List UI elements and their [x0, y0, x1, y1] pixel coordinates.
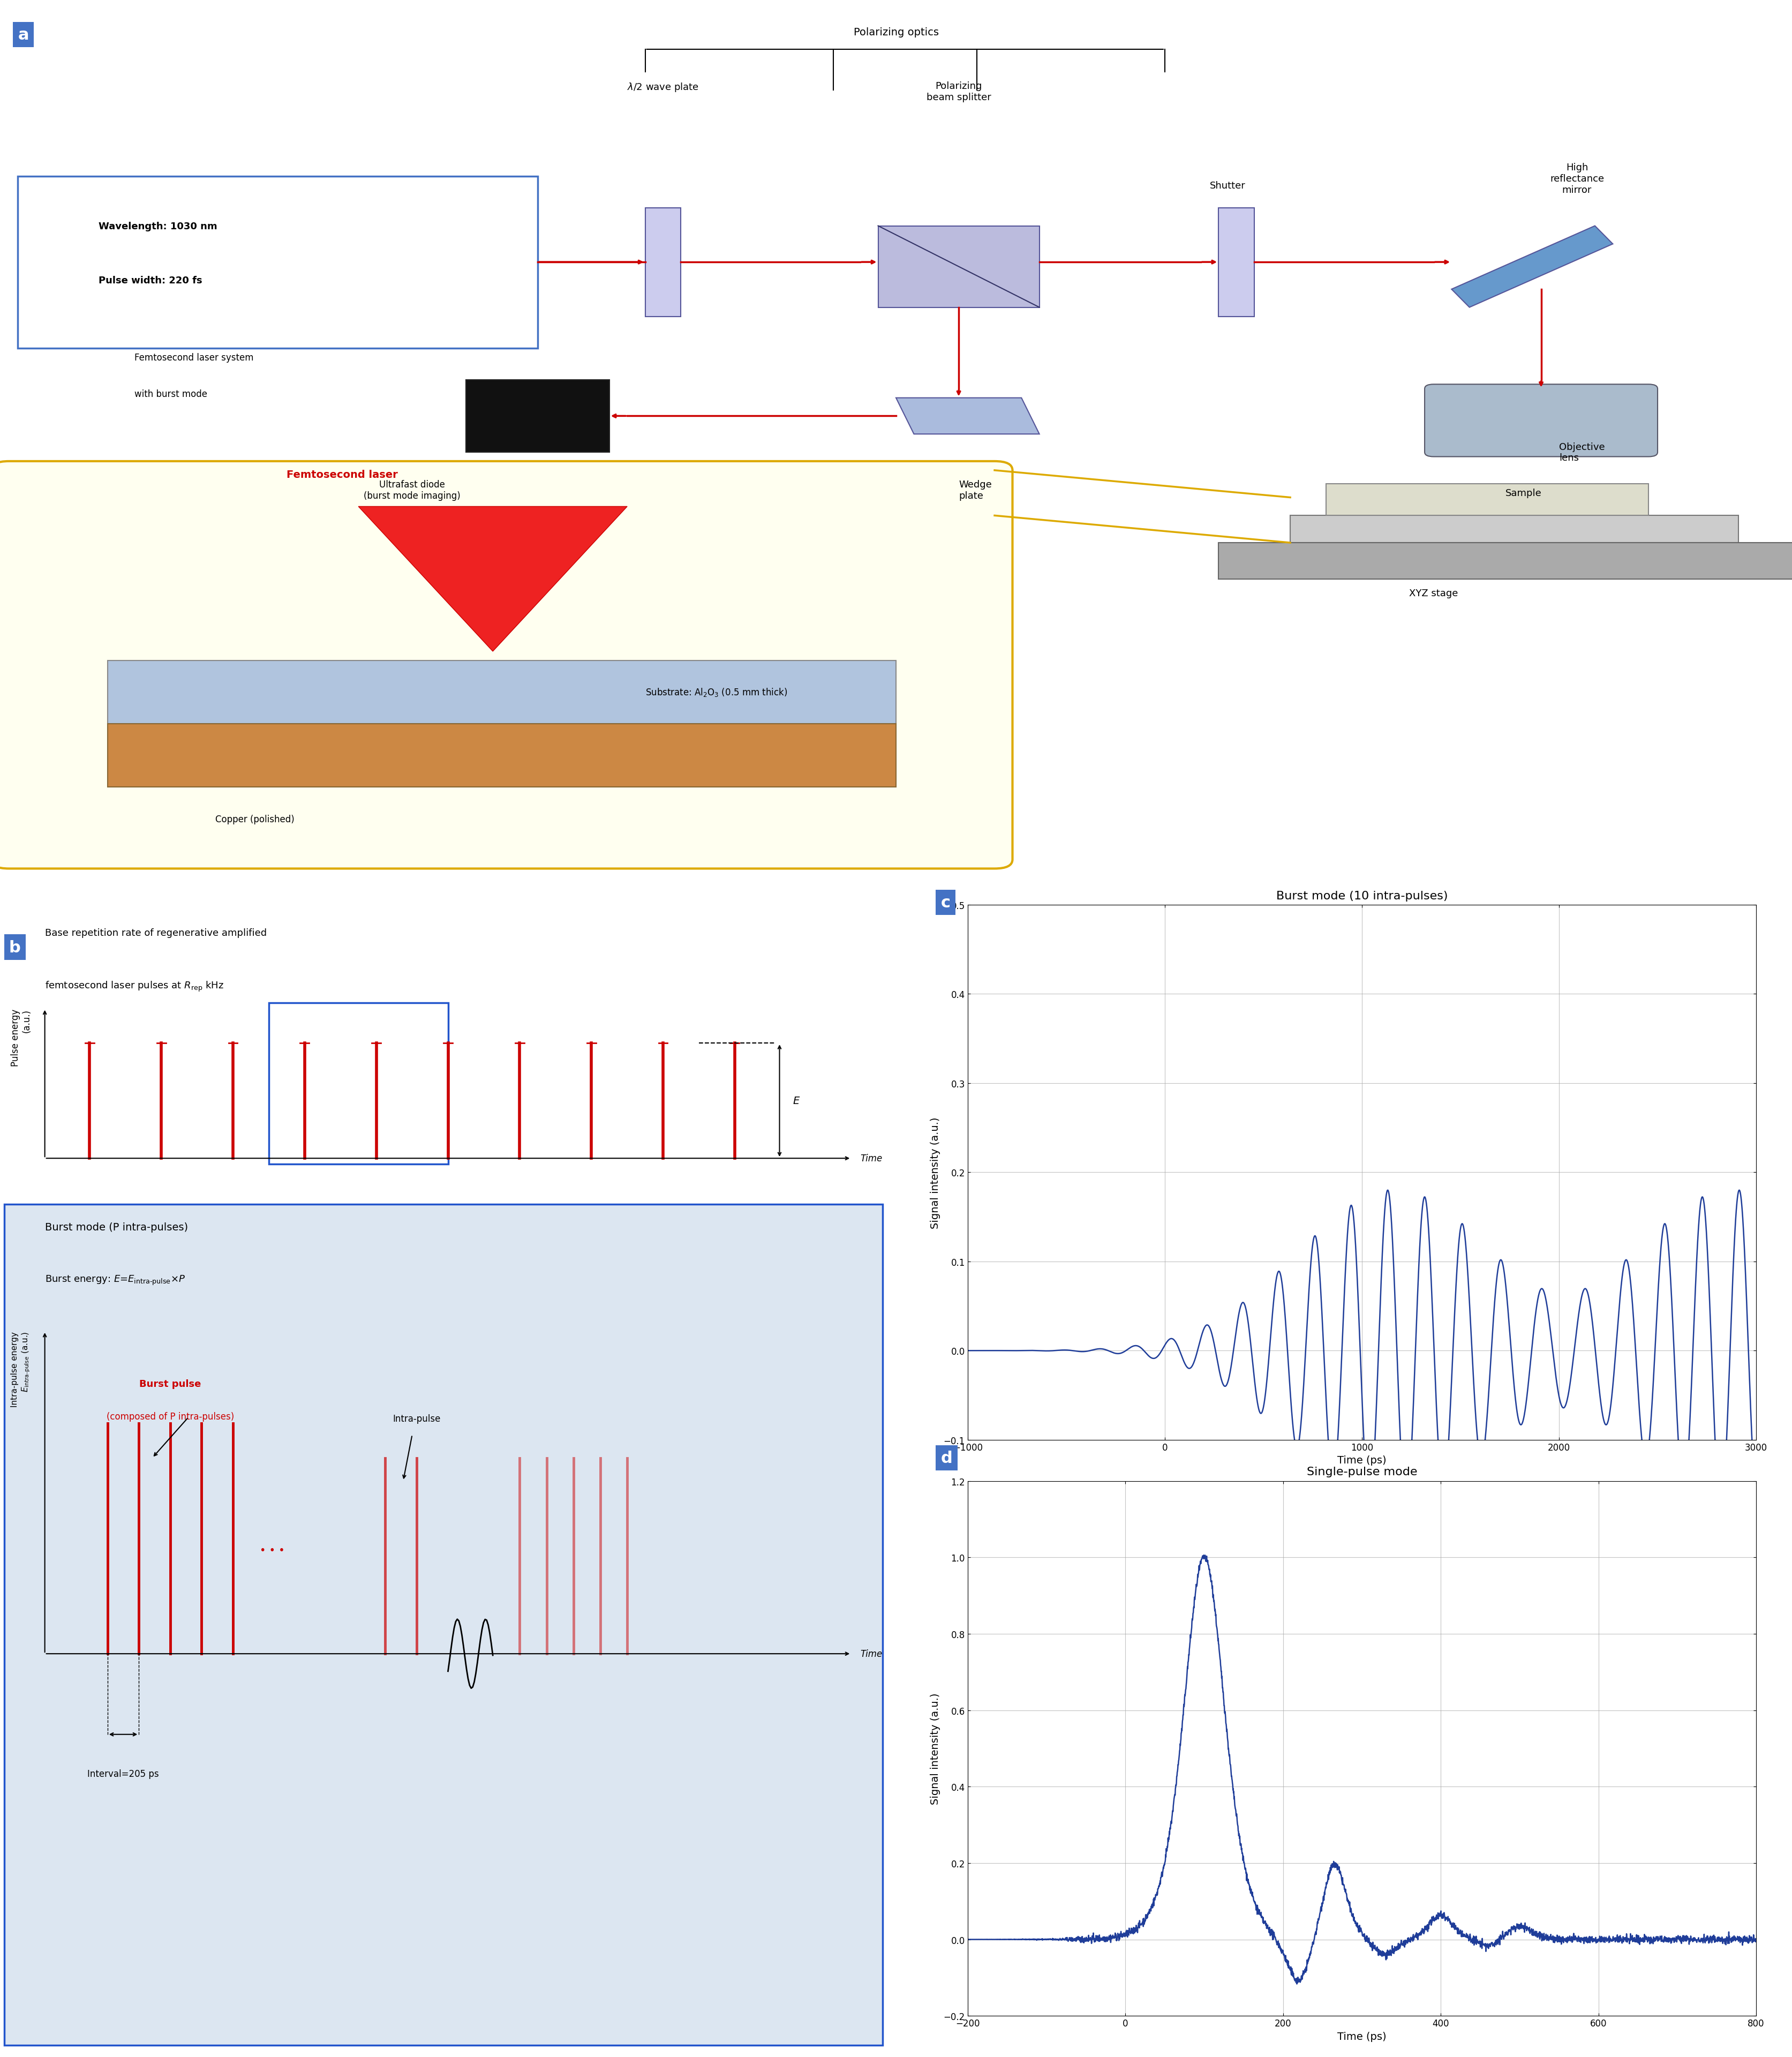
Text: Objective
lens: Objective lens [1559, 442, 1606, 463]
Text: Time: Time [860, 1154, 882, 1164]
Text: Pulse energy
(a.u.): Pulse energy (a.u.) [11, 1008, 30, 1066]
FancyBboxPatch shape [18, 177, 538, 348]
Polygon shape [1452, 226, 1613, 309]
Text: Femtosecond laser system: Femtosecond laser system [134, 354, 253, 362]
FancyBboxPatch shape [0, 461, 1012, 868]
FancyBboxPatch shape [4, 1205, 883, 2045]
Text: Wedge
plate: Wedge plate [959, 479, 991, 500]
Text: Burst energy: $E$=$E_{\rm intra\text{-}pulse}$$\times$$P$: Burst energy: $E$=$E_{\rm intra\text{-}p… [45, 1273, 185, 1286]
FancyBboxPatch shape [1219, 208, 1254, 317]
Text: Sample: Sample [1505, 488, 1541, 498]
Y-axis label: Signal intensity (a.u.): Signal intensity (a.u.) [930, 1693, 941, 1804]
Text: Interval=205 ps: Interval=205 ps [88, 1769, 159, 1779]
Text: (composed of P intra-pulses): (composed of P intra-pulses) [106, 1411, 235, 1421]
FancyBboxPatch shape [108, 660, 896, 724]
Text: b: b [9, 940, 22, 954]
Title: Burst mode (10 intra-pulses): Burst mode (10 intra-pulses) [1276, 891, 1448, 901]
FancyBboxPatch shape [1326, 483, 1649, 516]
Text: Shutter: Shutter [1210, 181, 1245, 191]
FancyBboxPatch shape [1219, 543, 1792, 580]
Polygon shape [896, 399, 1039, 434]
Text: femtosecond laser pulses at $R_{\rm rep}$ kHz: femtosecond laser pulses at $R_{\rm rep}… [45, 979, 224, 994]
Text: Wavelength: 1030 nm: Wavelength: 1030 nm [99, 222, 217, 230]
Text: XYZ stage: XYZ stage [1409, 588, 1459, 599]
X-axis label: Time (ps): Time (ps) [1337, 2030, 1387, 2041]
Bar [878, 226, 1039, 309]
Text: Time: Time [860, 1650, 882, 1658]
Text: Pulse width: 220 fs: Pulse width: 220 fs [99, 276, 202, 286]
Text: Femtosecond laser: Femtosecond laser [287, 469, 398, 479]
FancyBboxPatch shape [108, 724, 896, 788]
FancyBboxPatch shape [1290, 516, 1738, 543]
Text: d: d [941, 1450, 953, 1467]
Text: Substrate: Al$_2$O$_3$ (0.5 mm thick): Substrate: Al$_2$O$_3$ (0.5 mm thick) [645, 687, 787, 697]
Text: High
reflectance
mirror: High reflectance mirror [1550, 163, 1604, 195]
Y-axis label: Signal intensity (a.u.): Signal intensity (a.u.) [930, 1117, 941, 1228]
FancyBboxPatch shape [466, 381, 609, 453]
Text: Intra-pulse energy
$E_{\rm intra\text{-}pulse}$ (a.u.): Intra-pulse energy $E_{\rm intra\text{-}… [11, 1331, 30, 1407]
Text: Intra-pulse: Intra-pulse [392, 1413, 441, 1423]
Text: • • •: • • • [260, 1545, 285, 1555]
Text: Base repetition rate of regenerative amplified: Base repetition rate of regenerative amp… [45, 928, 267, 938]
FancyBboxPatch shape [1425, 385, 1658, 457]
Text: with burst mode: with burst mode [134, 389, 208, 399]
Text: Burst pulse: Burst pulse [140, 1380, 201, 1388]
Text: Ultrafast diode
(burst mode imaging): Ultrafast diode (burst mode imaging) [364, 479, 461, 500]
Text: Copper (polished): Copper (polished) [215, 815, 294, 825]
Text: c: c [941, 895, 950, 911]
Text: a: a [18, 27, 29, 43]
Text: Burst mode (P intra-pulses): Burst mode (P intra-pulses) [45, 1222, 188, 1232]
Text: E: E [792, 1096, 799, 1107]
Text: $\lambda$/2 wave plate: $\lambda$/2 wave plate [627, 82, 699, 93]
X-axis label: Time (ps): Time (ps) [1337, 1454, 1387, 1465]
Text: Polarizing
beam splitter: Polarizing beam splitter [926, 82, 991, 103]
FancyBboxPatch shape [645, 208, 681, 317]
Polygon shape [358, 506, 627, 652]
Title: Single-pulse mode: Single-pulse mode [1306, 1467, 1417, 1477]
Text: Polarizing optics: Polarizing optics [853, 27, 939, 37]
